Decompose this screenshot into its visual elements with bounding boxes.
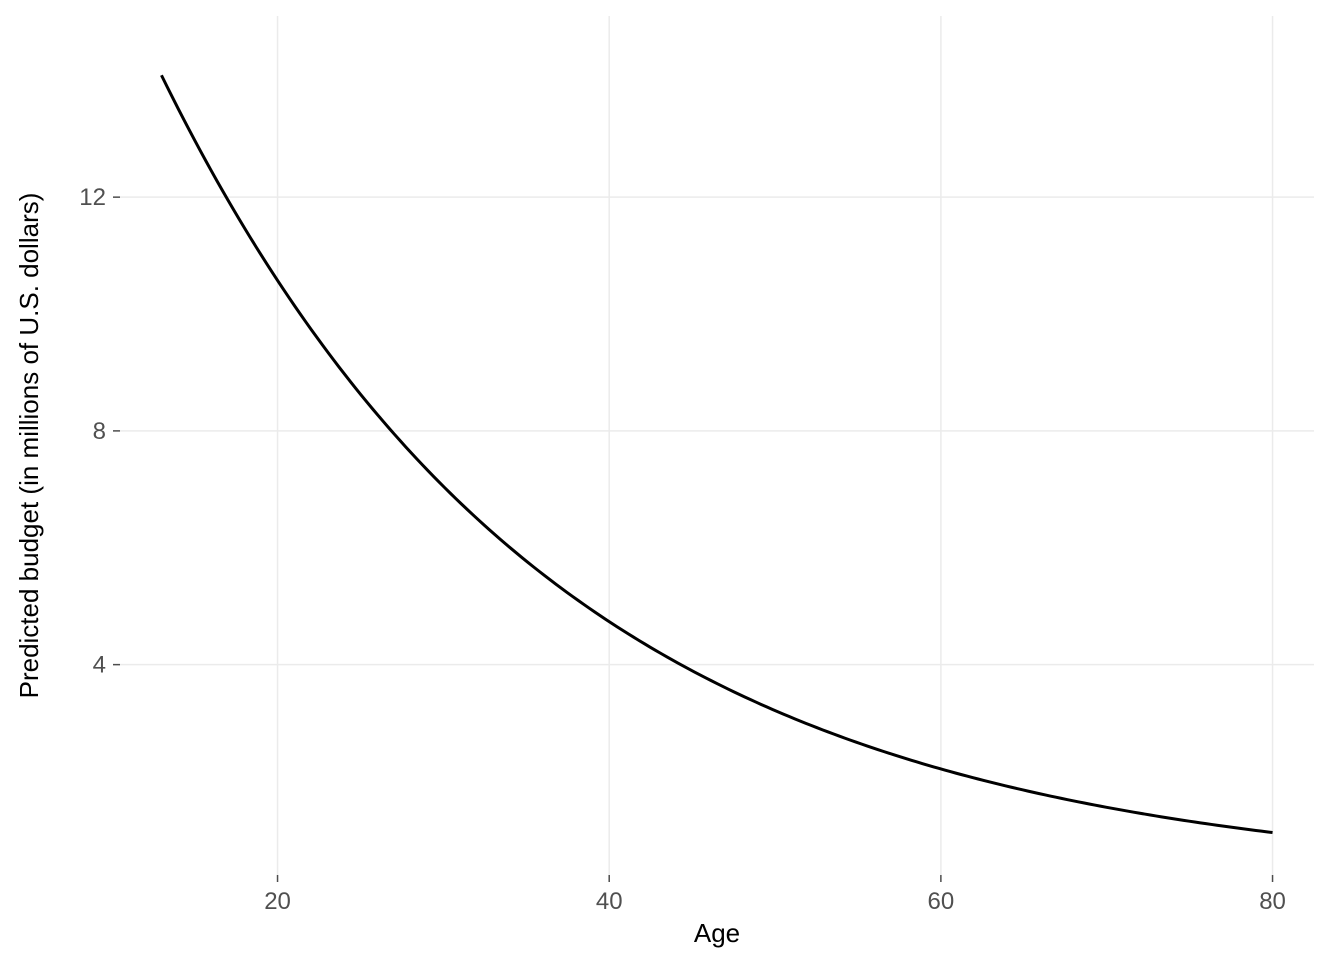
y-axis-label: Predicted budget (in millions of U.S. do… [14,193,44,699]
x-tick-label: 40 [596,888,623,915]
chart-container: 20 40 60 80 4 8 12 Age Predicted budget (in mill… [0,0,1344,960]
y-tick-label: 4 [93,652,106,679]
plot-area [120,16,1314,875]
line-chart: 20 40 60 80 4 8 12 Age Predicted budget (in mill… [0,0,1344,960]
y-tick-label: 8 [93,418,106,445]
y-tick-label: 12 [79,184,106,211]
x-tick-label: 20 [264,888,291,915]
data-line [161,75,1272,832]
x-tick-label: 80 [1259,888,1286,915]
x-tick-label: 60 [928,888,955,915]
x-axis-label: Age [694,918,740,948]
